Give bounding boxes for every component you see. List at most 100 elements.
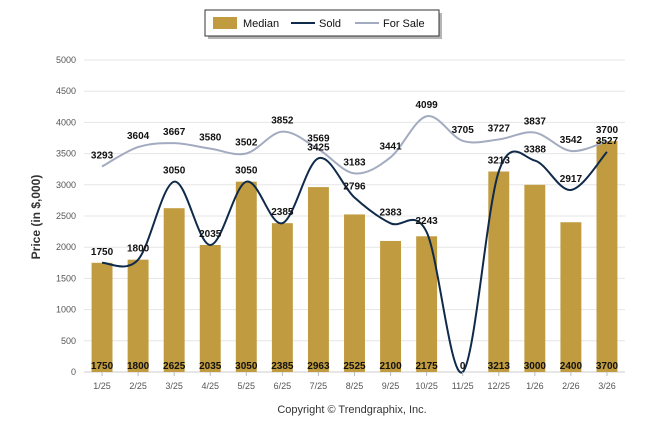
median-value-label: 1800 bbox=[127, 361, 150, 372]
x-tick-label: 10/25 bbox=[415, 381, 438, 391]
for-sale-value-label: 3727 bbox=[488, 123, 511, 134]
sold-value-label: 2243 bbox=[416, 216, 439, 227]
sold-line bbox=[101, 150, 608, 374]
y-tick-label: 4500 bbox=[56, 86, 76, 96]
y-tick-label: 3000 bbox=[56, 180, 76, 190]
legend-box bbox=[204, 9, 440, 37]
data-labels: 1750 1800 2625 2035 3050 2385 2963 2525 2100 2175… bbox=[91, 100, 619, 372]
x-tick-label: 2/25 bbox=[129, 381, 147, 391]
y-tick-label: 2500 bbox=[56, 211, 76, 221]
x-axis-ticks: 1/25 2/25 3/25 4/25 5/25 6/25 7/25 8/25 9/25 10/2… bbox=[93, 372, 616, 391]
bar bbox=[91, 262, 113, 372]
sold-value-label: 3050 bbox=[163, 166, 186, 177]
bar bbox=[380, 240, 402, 372]
x-tick-label: 7/25 bbox=[310, 381, 328, 391]
median-value-label: 2035 bbox=[199, 361, 222, 372]
x-tick-label: 2/26 bbox=[562, 381, 580, 391]
median-bars bbox=[91, 141, 618, 372]
for-sale-value-label: 3183 bbox=[343, 157, 366, 168]
median-value-label: 3000 bbox=[524, 361, 547, 372]
x-tick-label: 4/25 bbox=[201, 381, 219, 391]
for-sale-value-label: 3837 bbox=[524, 117, 547, 128]
for-sale-value-label: 3542 bbox=[560, 135, 583, 146]
legend-sold-label: Sold bbox=[319, 18, 341, 30]
for-sale-value-label: 3700 bbox=[596, 125, 619, 136]
sold-value-label: 3213 bbox=[488, 156, 511, 167]
for-sale-value-label: 3441 bbox=[379, 141, 402, 152]
x-tick-label: 8/25 bbox=[346, 381, 364, 391]
median-value-label: 3050 bbox=[235, 361, 258, 372]
median-value-label: 1750 bbox=[91, 361, 114, 372]
legend-median-swatch bbox=[213, 17, 237, 29]
y-tick-label: 2000 bbox=[56, 242, 76, 252]
median-value-label: 3700 bbox=[596, 361, 619, 372]
legend-median-label: Median bbox=[243, 18, 279, 30]
for-sale-value-label: 3580 bbox=[199, 133, 222, 144]
legend: Median Sold For Sale bbox=[204, 9, 442, 39]
median-value-label: 2400 bbox=[560, 361, 583, 372]
sold-value-label: 2385 bbox=[271, 207, 294, 218]
for-sale-value-label: 3667 bbox=[163, 127, 186, 138]
for-sale-value-label: 3705 bbox=[452, 125, 475, 136]
y-tick-label: 5000 bbox=[56, 55, 76, 65]
x-tick-label: 9/25 bbox=[382, 381, 400, 391]
median-value-label: 2175 bbox=[416, 361, 439, 372]
bar bbox=[307, 187, 329, 372]
y-axis-title: Price (in $,000) bbox=[29, 175, 43, 260]
for-sale-value-label: 3502 bbox=[235, 137, 258, 148]
sold-value-label: 2796 bbox=[343, 182, 366, 193]
median-value-label: 2525 bbox=[343, 361, 366, 372]
bar bbox=[127, 259, 149, 372]
y-tick-label: 500 bbox=[61, 336, 76, 346]
bar bbox=[235, 181, 257, 372]
bar bbox=[416, 236, 438, 372]
bar bbox=[524, 184, 546, 372]
sold-value-label: 3425 bbox=[307, 142, 330, 153]
y-tick-label: 3500 bbox=[56, 149, 76, 159]
sold-value-label: 2917 bbox=[560, 174, 583, 185]
sold-value-label: 2383 bbox=[379, 207, 402, 218]
bar bbox=[163, 208, 185, 372]
for-sale-value-label: 4099 bbox=[416, 100, 439, 111]
for-sale-value-label: 3569 bbox=[307, 133, 330, 144]
median-value-label: 2963 bbox=[307, 361, 330, 372]
sold-value-label: 1800 bbox=[127, 244, 150, 255]
x-tick-label: 3/25 bbox=[165, 381, 183, 391]
sold-value-label: 3527 bbox=[596, 136, 619, 147]
sold-value-label: 3388 bbox=[524, 145, 547, 156]
for-sale-value-label: 3852 bbox=[271, 116, 294, 127]
median-value-label: 3213 bbox=[488, 361, 511, 372]
bar bbox=[596, 141, 618, 372]
bar bbox=[488, 171, 510, 372]
y-axis-ticks: 0 500 1000 1500 2000 2500 3000 3500 4000 4500 5000 bbox=[56, 55, 76, 377]
median-value-label: 2100 bbox=[379, 361, 402, 372]
median-value-label: 2625 bbox=[163, 361, 186, 372]
median-value-label: 2385 bbox=[271, 361, 294, 372]
bar bbox=[199, 245, 221, 372]
for-sale-value-label: 3604 bbox=[127, 131, 150, 142]
copyright-footer: Copyright © Trendgraphix, Inc. bbox=[277, 404, 426, 416]
y-tick-label: 0 bbox=[71, 367, 76, 377]
sold-value-label: 3050 bbox=[235, 166, 258, 177]
x-tick-label: 5/25 bbox=[238, 381, 256, 391]
x-tick-label: 11/25 bbox=[452, 381, 474, 391]
sold-value-label: 1750 bbox=[91, 247, 114, 258]
x-tick-label: 1/26 bbox=[526, 381, 544, 391]
x-tick-label: 12/25 bbox=[488, 381, 511, 391]
median-value-label: 0 bbox=[460, 361, 466, 372]
bar bbox=[560, 222, 582, 372]
y-tick-label: 1500 bbox=[56, 273, 76, 283]
for-sale-line bbox=[101, 115, 608, 175]
y-tick-label: 4000 bbox=[56, 117, 76, 127]
y-tick-label: 1000 bbox=[56, 305, 76, 315]
sold-value-label: 2035 bbox=[199, 229, 222, 240]
x-tick-label: 6/25 bbox=[274, 381, 292, 391]
x-tick-label: 1/25 bbox=[93, 381, 111, 391]
for-sale-value-label: 3293 bbox=[91, 151, 114, 162]
legend-forsale-label: For Sale bbox=[383, 18, 425, 30]
x-tick-label: 3/26 bbox=[598, 381, 616, 391]
bar bbox=[344, 214, 365, 372]
series-lines bbox=[101, 115, 608, 374]
bar bbox=[271, 223, 293, 372]
